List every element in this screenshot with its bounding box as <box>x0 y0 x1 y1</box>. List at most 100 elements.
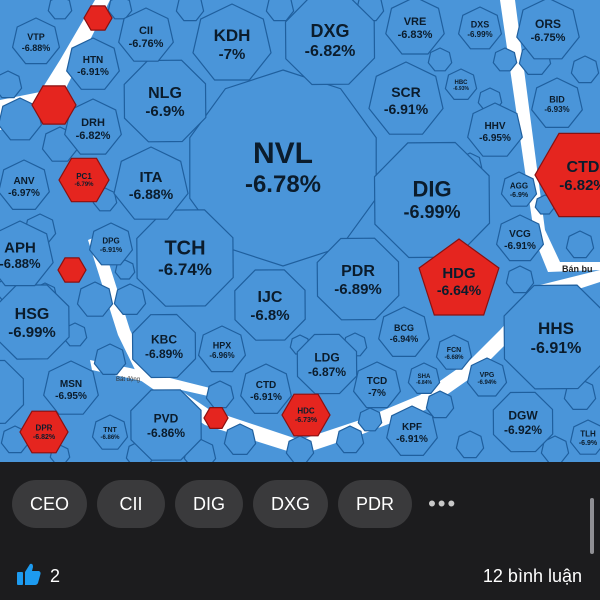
stock-cell[interactable]: DXS-6.99% <box>457 6 503 50</box>
stock-cell-shape <box>503 284 600 390</box>
stock-cell[interactable]: AGG-6.9% <box>500 171 538 207</box>
stock-cell[interactable]: CTD-6.82% <box>534 132 600 218</box>
stock-cell[interactable]: HBC-6.93% <box>444 68 478 101</box>
sector-divider <box>88 235 600 455</box>
stock-change: -6.99% <box>403 202 460 222</box>
scrollbar-thumb[interactable] <box>590 498 594 554</box>
stock-ticker: DXG <box>310 21 349 41</box>
stock-cell[interactable]: KBC-6.89% <box>131 313 197 379</box>
stock-change: -6.91% <box>77 67 109 78</box>
stock-cell[interactable]: TLH-6.9% <box>569 419 600 455</box>
stock-cell[interactable]: APH-6.88% <box>0 220 54 287</box>
stock-cell[interactable]: NLG-6.9% <box>123 59 207 143</box>
like-count: 2 <box>50 566 61 586</box>
stock-cell[interactable]: HDG-6.64% <box>418 238 500 316</box>
stock-cell[interactable]: ANV-6.97% <box>0 159 50 210</box>
comment-count[interactable]: 12 bình luận <box>482 566 582 586</box>
stock-cell[interactable] <box>83 5 113 31</box>
tag-list: CEO CII DIG DXG PDR ••• <box>12 480 457 528</box>
stock-cell-shape <box>386 405 438 456</box>
stock-cell[interactable]: MSN-6.95% <box>43 360 99 415</box>
stock-cell[interactable]: FCN-6.68% <box>435 334 473 370</box>
stock-cell[interactable]: HHS -6.91% <box>503 284 600 390</box>
stock-ticker: TNT <box>103 427 117 434</box>
stock-cell[interactable]: DGW-6.92% <box>492 391 554 453</box>
stock-cell[interactable]: PVD-6.86% <box>130 389 202 461</box>
stock-cell-shape <box>31 85 77 125</box>
stock-ticker: MSN <box>60 379 82 390</box>
filler-cell <box>93 343 127 375</box>
stock-change: -6.91% <box>504 241 536 252</box>
stock-cell[interactable]: ORS-6.75% <box>516 0 580 60</box>
stock-change: -6.9% <box>579 440 598 447</box>
stock-cell-shape <box>0 359 25 424</box>
stock-cell-shape <box>569 419 600 455</box>
filler-cell <box>492 47 518 72</box>
stock-cell-shape <box>113 146 189 220</box>
stock-cell-shape <box>66 37 120 90</box>
stock-cell[interactable]: ITA-6.88% <box>113 146 189 220</box>
stock-change: -6.9% <box>510 192 529 199</box>
stock-cell[interactable]: VRE-6.83% <box>385 0 445 55</box>
stock-cell-shape <box>378 306 430 357</box>
stock-cell[interactable]: HTN-6.91% <box>66 37 120 90</box>
stock-cell[interactable]: SCR-6.91% <box>368 61 444 135</box>
stock-cell-shape <box>234 269 306 341</box>
stock-cell-shape <box>19 410 69 454</box>
thumbs-up-icon[interactable] <box>16 562 42 591</box>
tag-ceo[interactable]: CEO <box>12 480 88 528</box>
tag-dxg[interactable]: DXG <box>253 480 329 528</box>
stock-cell[interactable]: TCD-7% <box>352 361 402 409</box>
stock-cell[interactable] <box>203 407 229 429</box>
tag-pdr[interactable]: PDR <box>338 480 413 528</box>
stock-cell[interactable]: DPG-6.91% <box>88 222 134 266</box>
like-section[interactable]: 2 <box>16 562 60 591</box>
stock-cell[interactable]: PDR-6.89% <box>316 237 400 321</box>
stock-cell-shape <box>368 61 444 135</box>
stock-cell[interactable]: BCG-6.94% <box>378 306 430 357</box>
stock-change: -6.99% <box>467 30 492 39</box>
stock-cell[interactable]: DXG -6.82% <box>284 0 376 86</box>
stock-cell[interactable]: CTD-6.91% <box>240 363 292 414</box>
stock-cell[interactable]: NVL-6.78% <box>189 69 377 267</box>
stock-cell[interactable]: KDH-7% <box>192 3 272 81</box>
treemap-canvas: NVL-6.78% DIG-6.99%DXG-6.82%KDH-7%TCH-6.7… <box>0 0 600 462</box>
stock-cell[interactable]: HPX-6.96% <box>197 325 247 373</box>
stock-cell[interactable]: VTP-6.88% <box>11 17 61 65</box>
stock-cell[interactable]: CII-6.76% <box>118 7 174 62</box>
stock-cell[interactable]: HSG-6.99% <box>0 284 70 360</box>
stock-cell[interactable]: DI% <box>0 359 25 424</box>
stock-cell[interactable]: LDG-6.87% <box>296 333 358 395</box>
tag-cii[interactable]: CII <box>97 480 166 528</box>
stock-cell[interactable] <box>31 85 77 125</box>
stock-cell[interactable]: VPG-6.94% <box>466 357 508 397</box>
post-action-bar: CEO CII DIG DXG PDR ••• 2 12 bình luận <box>0 462 600 600</box>
stock-change: -7% <box>368 388 386 399</box>
stock-cell[interactable]: KPF-6.91% <box>386 405 438 456</box>
stock-cell-shape <box>57 257 87 283</box>
stock-ticker: VRE <box>404 16 427 28</box>
stock-cell[interactable]: DIG-6.99% <box>373 141 491 259</box>
stock-cell[interactable] <box>57 257 87 283</box>
stock-change: -6.88% <box>22 43 51 53</box>
stock-cell[interactable]: HHV-6.95% <box>467 102 523 157</box>
stock-cell[interactable]: DPR-6.82% <box>19 410 69 454</box>
stock-ticker: DIG <box>412 176 451 201</box>
stock-cell[interactable]: SHA-6.84% <box>407 362 441 394</box>
filler-cell <box>285 435 315 462</box>
more-tags-button[interactable]: ••• <box>428 491 458 516</box>
stock-ticker: ORS <box>535 17 561 31</box>
stock-cell[interactable]: TNT-6.86% <box>91 414 129 450</box>
stock-change: -6.86% <box>100 435 120 441</box>
stock-change: -6.88% <box>0 256 41 271</box>
stock-cell[interactable]: BID-6.93% <box>531 77 583 129</box>
tag-dig[interactable]: DIG <box>175 480 244 528</box>
stock-cell[interactable]: VCG-6.91% <box>495 214 545 262</box>
stock-cell[interactable]: IJC-6.8% <box>234 269 306 341</box>
stock-cell[interactable]: TCH-6.74% <box>136 209 234 307</box>
stock-ticker: CTD <box>256 380 277 391</box>
stock-cell[interactable]: PC1-6.79% <box>58 157 110 203</box>
stock-cell[interactable]: HDC-6.73% <box>281 393 331 437</box>
stock-ticker: BCG <box>394 323 414 333</box>
filler-cell <box>205 380 235 409</box>
